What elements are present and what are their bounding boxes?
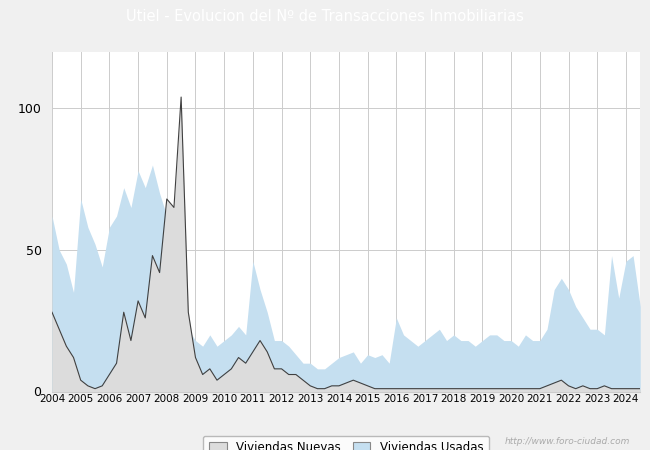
- Text: http://www.foro-ciudad.com: http://www.foro-ciudad.com: [505, 436, 630, 446]
- Text: Utiel - Evolucion del Nº de Transacciones Inmobiliarias: Utiel - Evolucion del Nº de Transaccione…: [126, 9, 524, 24]
- Legend: Viviendas Nuevas, Viviendas Usadas: Viviendas Nuevas, Viviendas Usadas: [203, 436, 489, 450]
